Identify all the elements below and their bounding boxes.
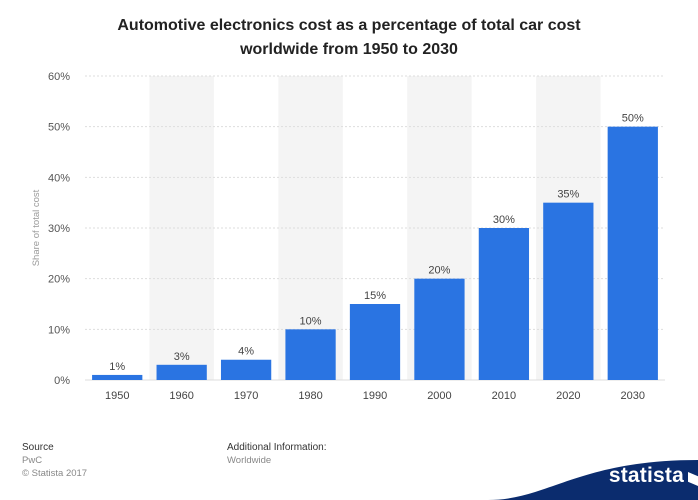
value-label: 10%	[300, 315, 322, 327]
source-name[interactable]: PwC	[22, 455, 43, 466]
value-labels: 1% 3% 4% 10% 15% 20% 30% 35% 50%	[109, 113, 644, 373]
chart-title-line-1: Automotive electronics cost as a percent…	[117, 17, 581, 34]
value-label: 4%	[238, 346, 254, 358]
bar[interactable]	[543, 202, 594, 380]
bar[interactable]	[607, 126, 658, 381]
brand-wave	[488, 460, 698, 500]
source-label: Source	[22, 442, 54, 453]
bar[interactable]	[92, 374, 143, 380]
bar[interactable]	[478, 228, 530, 380]
bar[interactable]	[285, 329, 336, 380]
statista-brand[interactable]: statista	[488, 448, 698, 500]
x-tick-label: 2030	[621, 390, 645, 402]
bar[interactable]	[156, 364, 207, 380]
chart-title: Automotive electronics cost as a percent…	[0, 14, 698, 62]
value-label: 1%	[109, 361, 125, 373]
y-tick-label: 50%	[48, 122, 70, 134]
x-tick-label: 2000	[427, 390, 451, 402]
y-tick-label: 30%	[48, 223, 70, 235]
x-tick-label: 2020	[556, 390, 580, 402]
x-tick-label: 1990	[363, 390, 387, 402]
value-label: 15%	[364, 290, 386, 302]
y-tick-label: 10%	[48, 324, 70, 336]
x-tick-label: 1960	[169, 390, 193, 402]
x-axis-ticks: 1950 1960 1970 1980 1990 2000 2010 2020 2030	[105, 390, 645, 402]
x-tick-label: 1950	[105, 390, 129, 402]
y-axis-ticks: 0% 10% 20% 30% 40% 50% 60%	[48, 71, 70, 387]
copyright: © Statista 2017	[22, 468, 88, 479]
y-axis-label: Share of total cost	[31, 189, 42, 266]
x-tick-label: 1980	[298, 390, 322, 402]
source-block: Source PwC © Statista 2017	[22, 441, 87, 480]
y-tick-label: 20%	[48, 274, 70, 286]
value-label: 35%	[557, 189, 579, 201]
statista-logo-text: statista	[608, 464, 684, 487]
additional-info-block: Additional Information: Worldwide	[227, 441, 327, 467]
chart-title-line-2: worldwide from 1950 to 2030	[240, 41, 458, 58]
additional-info-label: Additional Information:	[227, 442, 327, 453]
bars	[92, 126, 658, 381]
x-tick-label: 1970	[234, 390, 258, 402]
bar[interactable]	[220, 359, 272, 380]
bar[interactable]	[349, 304, 401, 380]
x-tick-label: 2010	[492, 390, 516, 402]
bar[interactable]	[414, 278, 465, 380]
value-label: 30%	[493, 214, 515, 226]
y-tick-label: 60%	[48, 71, 70, 83]
y-tick-label: 40%	[48, 172, 70, 184]
value-label: 3%	[174, 351, 190, 363]
bar-chart: 0% 10% 20% 30% 40% 50% 60% 1% 3% 4% 10% 15% 20% 30% 3…	[31, 71, 665, 402]
value-label: 50%	[622, 113, 644, 125]
statista-logo-icon	[688, 472, 698, 486]
additional-info-value: Worldwide	[227, 455, 272, 466]
y-tick-label: 0%	[54, 375, 70, 387]
value-label: 20%	[428, 265, 450, 277]
